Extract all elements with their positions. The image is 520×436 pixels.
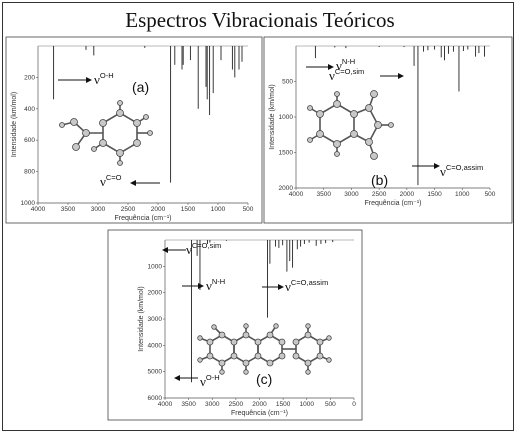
annotation-b-nh-label: νN-H	[336, 57, 355, 73]
panel-c-border	[107, 229, 363, 421]
annotation-c-oh: νO-H	[174, 373, 220, 389]
molecule-c-structure	[197, 323, 332, 375]
molecule-a-structure	[59, 100, 153, 166]
panel-c: 4000 3500 3000 2500 2000 1500 1000 500 010002000…	[107, 229, 363, 421]
annotation-a-oh-label: νO-H	[94, 71, 114, 87]
panel-c-ylabel: Intensidade (km/mol)	[138, 286, 145, 351]
panel-b-xtick-label: 500	[485, 191, 496, 198]
panel-c-ytick-label: 2000	[148, 290, 163, 297]
annotation-c-cosim-label: νC=O,sim	[186, 241, 221, 257]
panel-a-ytick-label: 1000	[21, 200, 36, 207]
annotation-b-cosim-arrowhead	[398, 73, 404, 79]
panel-c-xtick-label: 3000	[205, 401, 220, 408]
annotation-c-cosim: νC=O,sim	[162, 241, 221, 257]
panel-b-ytick-label: 2000	[279, 185, 294, 192]
panel-c-xtick-label: 500	[325, 401, 336, 408]
panel-a-label: (a)	[132, 79, 149, 95]
panel-b-ylabel: Intensidade (km/mol)	[269, 84, 276, 149]
panel-a-xtick-label: 2000	[151, 206, 166, 213]
panel-a-xtick-label: 3000	[91, 206, 106, 213]
panel-b-xtick-label: 1000	[455, 191, 470, 198]
panel-b-xtick-label: 2000	[400, 191, 415, 198]
annotation-c-oh-label: νO-H	[200, 373, 220, 389]
panel-b-xtick-label: 2500	[372, 191, 387, 198]
annotation-c-coassim: νC=O,assim	[262, 278, 328, 294]
figure-title: Espectros Vibracionais Teóricos	[125, 8, 395, 32]
annotation-b-nh: νN-H	[306, 57, 355, 73]
panel-a-ylabel: Intensidade (km/mol)	[11, 92, 18, 157]
panel-a-xtick-label: 2500	[121, 206, 136, 213]
annotation-c-nh-label: νN-H	[206, 277, 225, 293]
panel-a-xtick-label: 500	[243, 206, 254, 213]
annotation-a-co: νC=O	[100, 173, 160, 189]
panel-a-plot: 4000 3500 3000 2500 2000 1500 1000 500 200 400 600…	[11, 45, 254, 222]
annotation-b-coassim-arrowhead	[434, 163, 440, 169]
panel-b-xtick-label: 3500	[316, 191, 331, 198]
panel-b-ytick-label: 500	[282, 79, 293, 86]
annotation-b-coassim-label: νC=O,assim	[440, 163, 483, 179]
annotation-c-coassim-arrowhead	[278, 284, 284, 290]
panel-c-plot: 4000 3500 3000 2500 2000 1500 1000 500 010002000…	[138, 239, 356, 417]
panel-c-xtick-label: 0	[352, 401, 356, 408]
panel-a-ytick-label: 600	[24, 137, 35, 144]
panel-a: 4000 3500 3000 2500 2000 1500 1000 500 200 400 600…	[5, 36, 263, 224]
annotation-c-cosim-arrowhead	[162, 247, 168, 253]
panel-b-xtick-label: 1500	[427, 191, 442, 198]
panel-b-plot: 4000 3500 3000 2500 2000 1500 1000 500 500 1000 15…	[269, 45, 496, 207]
annotation-a-oh: νO-H	[58, 71, 114, 87]
annotation-b-coassim: νC=O,assim	[412, 163, 483, 179]
panel-b-border	[263, 36, 513, 224]
annotation-c-coassim-label: νC=O,assim	[285, 278, 328, 294]
annotation-a-co-label: νC=O	[100, 173, 122, 189]
panel-a-ytick-label: 200	[24, 74, 35, 81]
panel-a-xlabel: Frequência (cm⁻¹)	[115, 215, 172, 222]
annotation-c-nh: νN-H	[182, 277, 225, 293]
annotation-c-nh-arrowhead	[198, 283, 204, 289]
panel-c-xtick-label: 3500	[181, 401, 196, 408]
annotation-a-oh-arrowhead	[86, 77, 92, 83]
panel-c-xtick-label: 2000	[252, 401, 267, 408]
panel-c-label: (c)	[256, 371, 272, 387]
panel-a-ytick-label: 400	[24, 106, 35, 113]
molecule-b-structure	[307, 90, 394, 160]
panel-b: 4000 3500 3000 2500 2000 1500 1000 500 500 1000 15…	[263, 36, 513, 224]
annotation-a-co-arrowhead	[130, 180, 136, 186]
panel-c-xtick-label: 1000	[300, 401, 315, 408]
panel-a-border	[5, 36, 263, 224]
figure-frame	[2, 2, 514, 431]
panel-c-ytick-label: 6000	[148, 395, 163, 402]
annotation-c-oh-arrowhead	[174, 375, 180, 381]
panel-c-xtick-label: 1500	[276, 401, 291, 408]
panel-a-xtick-label: 4000	[31, 206, 46, 213]
panel-b-ytick-label: 1500	[279, 150, 294, 157]
annotation-b-cosim: νC=O,sim	[329, 67, 404, 83]
panel-a-xtick-label: 1000	[211, 206, 226, 213]
annotation-b-nh-arrowhead	[328, 64, 334, 70]
panel-c-xtick-label: 2500	[229, 401, 244, 408]
panel-c-xtick-label: 4000	[158, 401, 173, 408]
panel-b-label: (b)	[371, 172, 388, 188]
panel-c-ytick-label: 5000	[148, 369, 163, 376]
panel-c-ytick-label: 4000	[148, 342, 163, 349]
panel-a-ytick-label: 800	[24, 169, 35, 176]
annotation-b-cosim-label: νC=O,sim	[329, 67, 364, 83]
panel-a-xtick-label: 3500	[61, 206, 76, 213]
panel-b-xlabel: Frequência (cm⁻¹)	[365, 200, 422, 207]
panel-a-xtick-label: 1500	[181, 206, 196, 213]
panel-c-xlabel: Frequência (cm⁻¹)	[231, 410, 288, 417]
panel-b-ytick-label: 1000	[279, 114, 294, 121]
panel-b-xtick-label: 4000	[289, 191, 304, 198]
panel-c-ytick-label: 1000	[148, 263, 163, 270]
panel-c-ytick-label: 3000	[148, 316, 163, 323]
panel-b-xtick-label: 3000	[344, 191, 359, 198]
